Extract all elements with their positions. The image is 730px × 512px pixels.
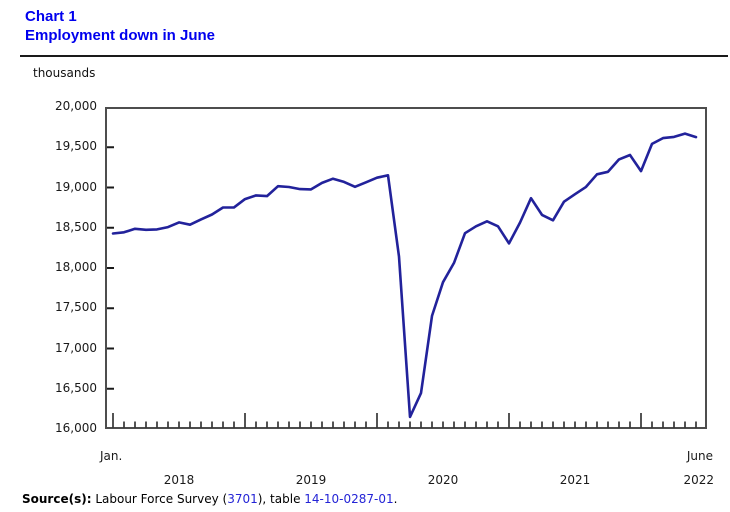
y-axis-tick-label: 16,500: [55, 380, 97, 395]
x-axis-start-month-label: Jan.: [100, 449, 123, 463]
y-axis-tick-label: 18,500: [55, 219, 97, 234]
chart-header: Chart 1 Employment down in June: [25, 7, 215, 45]
y-axis-tick-label: 17,500: [55, 300, 97, 315]
chart-number: Chart 1: [25, 8, 77, 25]
x-axis-year-label: 2020: [427, 473, 459, 487]
x-axis-year-label: 2018: [163, 473, 195, 487]
y-axis-tick-label: 20,000: [55, 99, 97, 113]
y-axis-tick-label: 17,000: [55, 340, 97, 355]
source-survey-link[interactable]: 3701: [227, 492, 258, 506]
source-text-2: ), table: [257, 492, 305, 506]
source-prefix: Source(s):: [22, 492, 92, 506]
x-axis-year-label: 2019: [295, 473, 327, 487]
chart-title: Employment down in June: [25, 27, 216, 44]
x-axis-year-label: 2022: [683, 473, 714, 487]
plot-frame: [105, 107, 707, 429]
employment-series-line: [111, 132, 698, 419]
y-axis-tick-label: 18,000: [55, 260, 97, 274]
y-axis-tick-label: 16,000: [55, 421, 97, 435]
x-axis-end-month-label: June: [686, 449, 713, 463]
x-axis-year-label: 2021: [559, 473, 591, 487]
y-axis-tick-label: 19,000: [55, 179, 97, 194]
source-table-link[interactable]: 14-10-0287-01: [304, 492, 394, 506]
y-axis-tick-label: 19,500: [55, 139, 97, 154]
title-divider: [20, 55, 728, 57]
source-note: Source(s): Labour Force Survey (3701), t…: [22, 492, 397, 506]
source-text-1: Labour Force Survey (: [91, 492, 228, 506]
source-text-3: .: [393, 492, 398, 506]
y-axis-unit-label: thousands: [33, 66, 96, 80]
